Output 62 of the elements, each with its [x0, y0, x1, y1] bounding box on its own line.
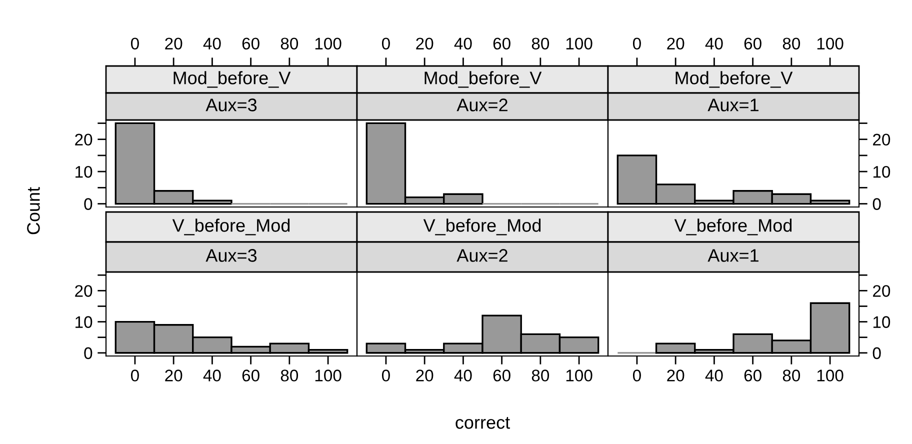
chart-subtitle: Aux=1 [708, 98, 758, 112]
chart-title: Mod_before_V [424, 71, 542, 88]
y-tick-label: 20 [873, 285, 890, 297]
x-tick-label: 40 [203, 370, 221, 382]
chart-title: V_before_Mod [423, 218, 541, 236]
y-axis-title: Count [27, 187, 40, 234]
x-tick-label: 20 [416, 38, 434, 50]
y-tick-label: 0 [84, 347, 92, 360]
x-tick-label: 60 [744, 370, 762, 382]
x-tick-label: 0 [130, 38, 139, 50]
x-tick-label: 40 [203, 38, 221, 50]
x-tick-label: 0 [130, 370, 139, 382]
x-tick-label: 100 [817, 370, 844, 382]
y-tick-label: 0 [84, 198, 92, 210]
chart-title: Mod_before_V [676, 71, 793, 88]
x-tick-label: 80 [532, 38, 550, 50]
x-tick-label: 80 [280, 370, 298, 382]
x-tick-label: 60 [744, 38, 762, 50]
y-tick-label: 10 [76, 316, 92, 328]
x-tick-label: 20 [165, 38, 182, 50]
x-tick-label: 60 [493, 370, 510, 382]
x-tick-label: 100 [315, 38, 342, 50]
chart-subtitle: Aux=2 [456, 98, 508, 112]
x-tick-label: 80 [782, 38, 800, 50]
chart-subtitle: Aux=3 [206, 98, 257, 112]
y-tick-label: 20 [75, 134, 92, 146]
chart-title: Mod_before_V [174, 71, 291, 88]
x-tick-label: 100 [817, 38, 844, 50]
x-tick-label: 60 [242, 38, 260, 50]
x-tick-label: 80 [280, 38, 298, 50]
y-tick-label: 10 [873, 166, 890, 178]
x-tick-label: 0 [632, 370, 641, 382]
x-tick-label: 100 [315, 370, 342, 382]
y-tick-label: 0 [872, 198, 881, 210]
x-tick-label: 60 [242, 370, 260, 382]
chart-subtitle: Aux=1 [708, 249, 758, 262]
chart-subtitle: Aux=2 [456, 249, 508, 262]
x-tick-label: 80 [532, 370, 550, 382]
x-tick-label: 40 [705, 370, 723, 382]
x-tick-label: 40 [705, 38, 723, 50]
x-tick-label: 20 [416, 370, 434, 382]
x-tick-label: 100 [566, 370, 592, 382]
x-tick-label: 60 [493, 38, 510, 50]
x-tick-label: 0 [382, 38, 390, 50]
y-tick-label: 0 [872, 347, 881, 360]
x-axis-title: correct [456, 416, 510, 429]
chart-title: V_before_Mod [172, 218, 290, 236]
x-tick-label: 100 [566, 38, 592, 50]
chart-subtitle: Aux=3 [206, 249, 257, 262]
chart-title: V_before_Mod [674, 218, 792, 236]
y-tick-label: 20 [75, 285, 92, 297]
x-tick-label: 20 [667, 370, 684, 382]
x-tick-label: 0 [382, 370, 390, 382]
x-tick-label: 80 [782, 370, 800, 382]
y-tick-label: 20 [873, 134, 890, 146]
x-tick-label: 20 [667, 38, 684, 50]
x-tick-label: 40 [454, 370, 472, 382]
x-tick-label: 0 [632, 38, 641, 50]
y-tick-label: 10 [76, 166, 92, 178]
x-tick-label: 40 [454, 38, 472, 50]
y-tick-label: 10 [873, 316, 890, 328]
x-tick-label: 20 [165, 370, 182, 382]
